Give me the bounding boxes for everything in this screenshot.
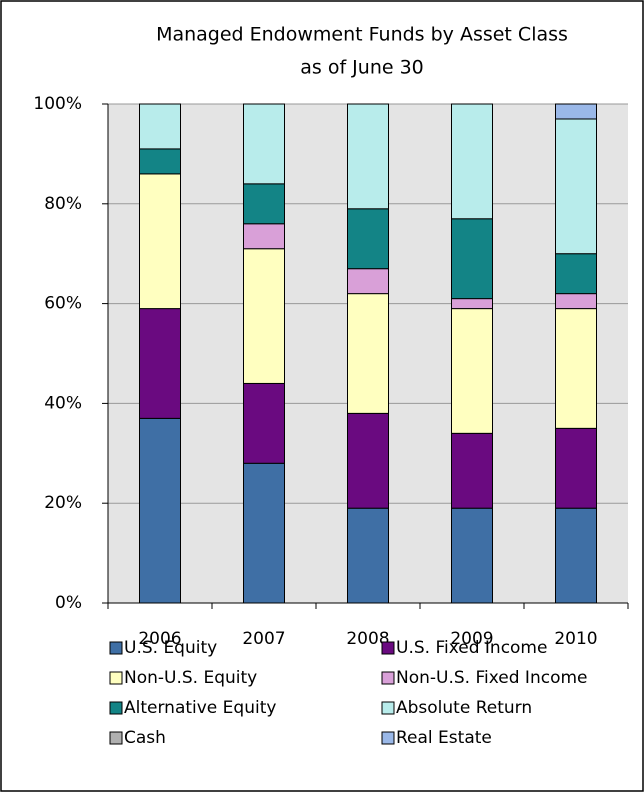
legend-label: Non-U.S. Fixed Income [396, 668, 587, 688]
bar-segment [243, 223, 285, 250]
y-tick-label: 60% [44, 294, 82, 314]
bar-segment [347, 103, 389, 210]
legend-label: Real Estate [396, 728, 492, 748]
bar-segment [347, 208, 389, 270]
bar-segment [347, 293, 389, 414]
bar-segment [139, 417, 181, 604]
bar-segment [451, 298, 493, 310]
y-tick-label: 100% [33, 94, 82, 114]
y-tick-label: 0% [55, 593, 82, 613]
bar-segment [555, 507, 597, 604]
bar-segment [243, 103, 285, 185]
bar-segment [555, 308, 597, 429]
bar-segment [347, 412, 389, 509]
bar-segment [243, 462, 285, 604]
legend-label: Cash [124, 728, 166, 748]
bar-segment [243, 183, 285, 225]
legend-label: Alternative Equity [124, 698, 276, 718]
chart-title: Managed Endowment Funds by Asset Class [156, 24, 568, 46]
bar-segment [139, 173, 181, 310]
legend-swatch [109, 641, 123, 655]
bar-segment [243, 382, 285, 464]
chart-subtitle: as of June 30 [300, 57, 424, 79]
bar-segment [139, 148, 181, 175]
x-tick-label: 2006 [138, 629, 181, 649]
bar-segment [139, 308, 181, 419]
bar-segment [451, 308, 493, 434]
bar-segment [555, 103, 597, 120]
bar-segment [347, 268, 389, 295]
y-tick-label: 40% [44, 393, 82, 413]
bar-segment [451, 432, 493, 509]
legend-swatch [381, 641, 395, 655]
legend-swatch [109, 701, 123, 715]
y-tick-label: 20% [44, 493, 82, 513]
y-tick-label: 80% [44, 194, 82, 214]
legend-swatch [381, 731, 395, 745]
bar-segment [243, 248, 285, 384]
x-tick-label: 2009 [450, 629, 493, 649]
legend-swatch [109, 731, 123, 745]
legend-swatch [109, 671, 123, 685]
bar-segment [451, 103, 493, 220]
legend-swatch [381, 701, 395, 715]
x-tick-label: 2008 [346, 629, 389, 649]
legend-swatch [381, 671, 395, 685]
bar-segment [555, 427, 597, 509]
bar-segment [139, 103, 181, 150]
bar-segment [451, 218, 493, 300]
x-tick-label: 2007 [242, 629, 285, 649]
legend-label: U.S. Fixed Income [396, 638, 547, 658]
legend-label: Non-U.S. Equity [124, 668, 257, 688]
legend-label: U.S. Equity [124, 638, 217, 658]
bar-segment [555, 118, 597, 255]
bar-segment [555, 253, 597, 295]
bar-segment [451, 507, 493, 604]
x-tick-label: 2010 [554, 629, 597, 649]
legend-label: Absolute Return [396, 698, 532, 718]
bar-segment [555, 293, 597, 310]
bar-segment [347, 507, 389, 604]
